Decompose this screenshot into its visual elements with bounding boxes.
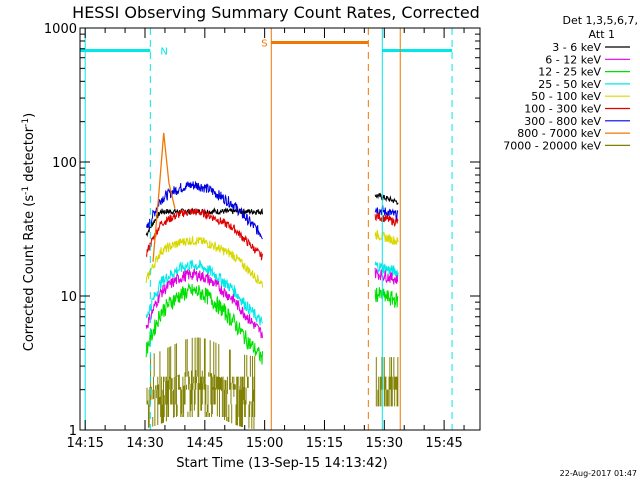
axes: 14:15 14:30 14:45 15:00 15:15 15:30 15:45 1 10 10… [44,22,480,451]
series-trace [145,236,263,288]
series-trace [145,208,263,261]
chart-title: HESSI Observing Summary Count Rates, Cor… [72,3,480,22]
plot-frame [79,27,481,431]
y-axis-label-end: ) [22,113,37,118]
y-tick-label: 1 [69,424,77,439]
x-tick-label: 14:15 [66,436,103,451]
x-tick-label: 15:15 [306,436,343,451]
y-tick-label: 100 [52,156,77,171]
series-trace [374,212,399,227]
y-axis-label-mid: detector [22,126,37,186]
legend-label: 25 - 50 keV [538,78,601,91]
time-markers: NS [80,28,453,430]
y-axis-label-sup1: -1 [21,186,31,195]
legend-label: 7000 - 20000 keV [503,139,601,152]
y-axis-label-sup2: -1 [21,118,31,127]
x-tick-label: 15:45 [425,436,462,451]
legend-label: 3 - 6 keV [552,41,601,54]
series-trace [374,229,399,246]
saa-marker-label: S [261,38,267,49]
legend-label: 300 - 800 keV [524,115,601,128]
y-tick-label: 10 [60,290,77,305]
series-trace [145,282,263,365]
y-axis-label-main: Corrected Count Rate (s [22,195,37,352]
y-axis-label: Corrected Count Rate (s-1 detector-1) [21,113,37,351]
legend-label: 12 - 25 keV [538,66,601,79]
y-tick-label: 1000 [44,22,77,37]
timestamp: 22-Aug-2017 01:47 [560,469,637,478]
legend-title-line-1: Det 1,3,5,6,7, [562,14,638,27]
legend-label: 50 - 100 keV [531,90,601,103]
series-trace [374,267,399,285]
series-trace [145,180,263,240]
x-tick-label: 14:45 [186,436,223,451]
legend-label: 100 - 300 keV [524,103,601,116]
series-trace [374,287,399,308]
plot-data [145,132,399,430]
x-axis-label: Start Time (13-Sep-15 14:13:42) [176,456,387,471]
x-tick-label: 15:00 [246,436,283,451]
night-marker-label: N [160,46,167,57]
series-trace [374,260,399,278]
x-tick-label: 14:30 [126,436,163,451]
legend-label: 6 - 12 keV [545,53,601,66]
series-trace [145,259,263,326]
series-trace [145,268,263,339]
legend-label: 800 - 7000 keV [517,127,601,140]
series-trace [152,132,176,262]
x-tick-label: 15:30 [366,436,403,451]
legend-title-line-2: Att 1 [589,28,615,41]
series-trace [374,192,399,205]
